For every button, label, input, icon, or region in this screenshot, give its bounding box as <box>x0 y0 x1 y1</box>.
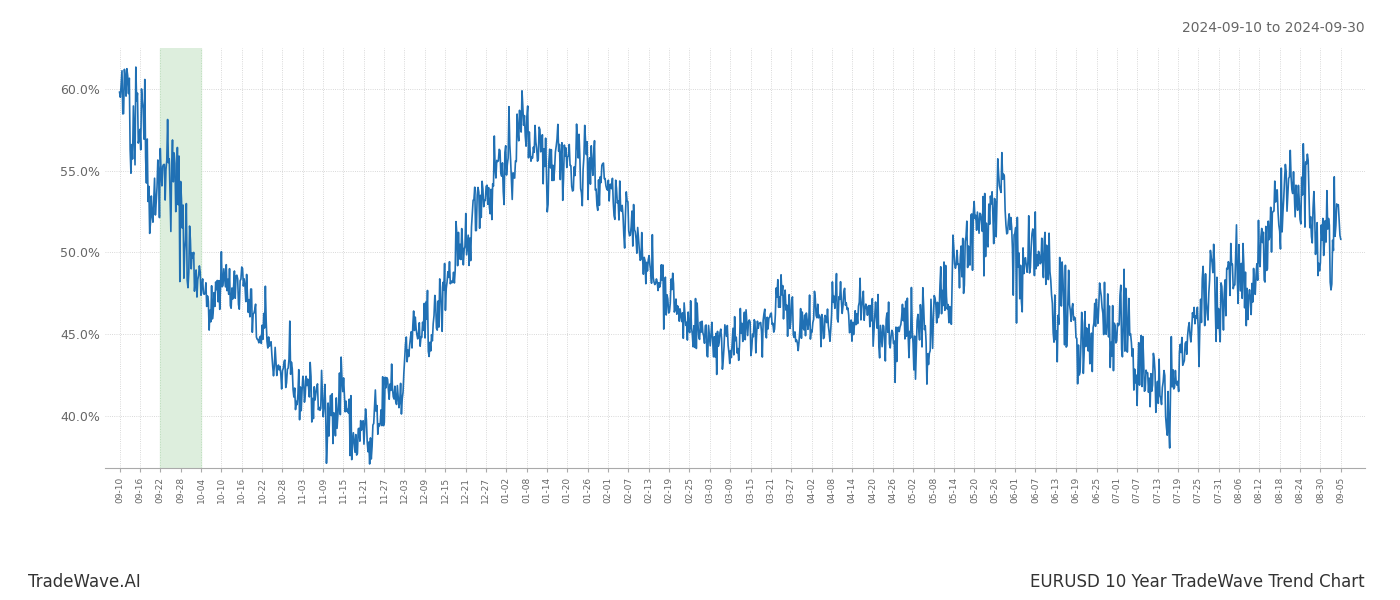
Text: 2024-09-10 to 2024-09-30: 2024-09-10 to 2024-09-30 <box>1183 21 1365 35</box>
Text: TradeWave.AI: TradeWave.AI <box>28 573 141 591</box>
Text: EURUSD 10 Year TradeWave Trend Chart: EURUSD 10 Year TradeWave Trend Chart <box>1030 573 1365 591</box>
Bar <box>160 48 202 468</box>
